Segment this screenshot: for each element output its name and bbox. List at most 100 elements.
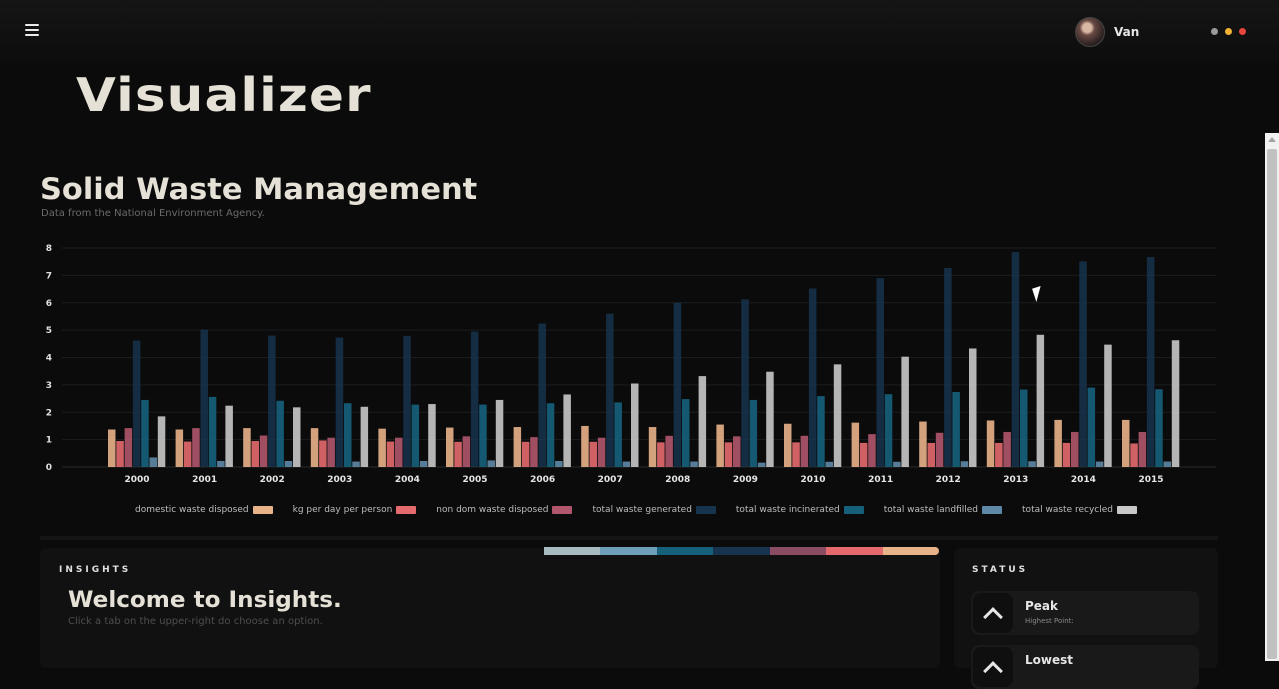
legend-item[interactable]: domestic waste disposed bbox=[135, 505, 273, 515]
bar-domestic-waste-disposed[interactable] bbox=[581, 425, 589, 467]
bar-total-waste-landfilled[interactable] bbox=[149, 457, 158, 467]
vertical-scrollbar[interactable] bbox=[1265, 133, 1279, 661]
bar-non-dom-waste-disposed[interactable] bbox=[733, 436, 741, 467]
bar-domestic-waste-disposed[interactable] bbox=[648, 427, 657, 467]
bar-total-waste-incinerated[interactable] bbox=[749, 399, 758, 467]
window-dot-2[interactable] bbox=[1239, 28, 1246, 35]
bar-domestic-waste-disposed[interactable] bbox=[378, 428, 386, 467]
bar-total-waste-landfilled[interactable] bbox=[487, 460, 496, 467]
bar-domestic-waste-disposed[interactable] bbox=[919, 421, 927, 467]
bar-total-waste-incinerated[interactable] bbox=[479, 404, 487, 467]
bar-total-waste-incinerated[interactable] bbox=[276, 400, 284, 467]
bar-total-waste-incinerated[interactable] bbox=[1020, 389, 1028, 467]
bar-kg-per-day-per-person[interactable] bbox=[657, 442, 665, 467]
bar-total-waste-landfilled[interactable] bbox=[960, 461, 969, 467]
bar-total-waste-incinerated[interactable] bbox=[682, 399, 690, 467]
bar-total-waste-generated[interactable] bbox=[1146, 257, 1155, 467]
bar-kg-per-day-per-person[interactable] bbox=[589, 441, 598, 467]
bar-total-waste-landfilled[interactable] bbox=[555, 460, 563, 467]
bar-total-waste-generated[interactable] bbox=[1011, 252, 1020, 467]
bar-total-waste-recycled[interactable] bbox=[428, 404, 436, 467]
bar-total-waste-generated[interactable] bbox=[606, 313, 614, 467]
bar-total-waste-landfilled[interactable] bbox=[352, 461, 360, 467]
bar-kg-per-day-per-person[interactable] bbox=[927, 442, 936, 467]
bar-total-waste-generated[interactable] bbox=[808, 288, 817, 467]
scrollbar-thumb[interactable] bbox=[1267, 149, 1277, 659]
bar-non-dom-waste-disposed[interactable] bbox=[597, 437, 606, 467]
bar-total-waste-generated[interactable] bbox=[403, 335, 411, 467]
bar-total-waste-generated[interactable] bbox=[1079, 261, 1087, 467]
bar-total-waste-recycled[interactable] bbox=[495, 399, 504, 467]
bar-non-dom-waste-disposed[interactable] bbox=[395, 437, 403, 467]
bar-kg-per-day-per-person[interactable] bbox=[521, 441, 530, 467]
window-dot-1[interactable] bbox=[1225, 28, 1232, 35]
legend-item[interactable]: total waste generated bbox=[592, 505, 716, 515]
bar-total-waste-generated[interactable] bbox=[470, 331, 479, 467]
bar-domestic-waste-disposed[interactable] bbox=[986, 420, 995, 467]
legend-item[interactable]: total waste recycled bbox=[1022, 505, 1137, 515]
bar-total-waste-incinerated[interactable] bbox=[208, 396, 217, 467]
bar-total-waste-recycled[interactable] bbox=[833, 364, 842, 467]
bar-total-waste-generated[interactable] bbox=[673, 302, 682, 467]
bar-domestic-waste-disposed[interactable] bbox=[1054, 419, 1062, 467]
bar-domestic-waste-disposed[interactable] bbox=[784, 423, 792, 467]
legend-item[interactable]: total waste incinerated bbox=[736, 505, 864, 515]
bar-kg-per-day-per-person[interactable] bbox=[1130, 443, 1138, 467]
bar-domestic-waste-disposed[interactable] bbox=[175, 429, 184, 467]
bar-domestic-waste-disposed[interactable] bbox=[716, 424, 724, 467]
bar-kg-per-day-per-person[interactable] bbox=[116, 440, 124, 467]
bar-kg-per-day-per-person[interactable] bbox=[724, 442, 733, 467]
bar-non-dom-waste-disposed[interactable] bbox=[868, 434, 876, 467]
bar-total-waste-generated[interactable] bbox=[335, 337, 344, 467]
bar-total-waste-recycled[interactable] bbox=[969, 348, 977, 467]
bar-domestic-waste-disposed[interactable] bbox=[513, 427, 522, 467]
bar-total-waste-incinerated[interactable] bbox=[1087, 387, 1096, 467]
bar-total-waste-recycled[interactable] bbox=[631, 383, 639, 467]
bar-total-waste-recycled[interactable] bbox=[901, 356, 909, 467]
bar-non-dom-waste-disposed[interactable] bbox=[327, 437, 335, 467]
bar-non-dom-waste-disposed[interactable] bbox=[192, 428, 200, 467]
bar-total-waste-landfilled[interactable] bbox=[1095, 461, 1104, 467]
bar-total-waste-generated[interactable] bbox=[200, 329, 209, 467]
bar-total-waste-landfilled[interactable] bbox=[217, 460, 225, 467]
bar-total-waste-incinerated[interactable] bbox=[344, 403, 352, 467]
bar-non-dom-waste-disposed[interactable] bbox=[124, 428, 133, 467]
bar-total-waste-landfilled[interactable] bbox=[825, 461, 834, 467]
bar-total-waste-recycled[interactable] bbox=[1036, 334, 1045, 467]
bar-total-waste-recycled[interactable] bbox=[360, 406, 369, 467]
bar-total-waste-landfilled[interactable] bbox=[893, 461, 901, 467]
legend-item[interactable]: non dom waste disposed bbox=[436, 505, 573, 515]
hamburger-menu-icon[interactable] bbox=[25, 24, 39, 36]
bar-total-waste-landfilled[interactable] bbox=[757, 462, 766, 467]
bar-kg-per-day-per-person[interactable] bbox=[859, 442, 868, 467]
legend-item[interactable]: kg per day per person bbox=[293, 505, 417, 515]
bar-domestic-waste-disposed[interactable] bbox=[446, 427, 454, 467]
bar-total-waste-incinerated[interactable] bbox=[817, 396, 825, 467]
bar-total-waste-incinerated[interactable] bbox=[614, 402, 622, 467]
bar-total-waste-landfilled[interactable] bbox=[284, 460, 293, 467]
bar-total-waste-incinerated[interactable] bbox=[411, 404, 420, 467]
bar-total-waste-landfilled[interactable] bbox=[1163, 461, 1172, 467]
bar-total-waste-recycled[interactable] bbox=[766, 371, 774, 467]
bar-total-waste-generated[interactable] bbox=[741, 299, 749, 467]
window-dot-0[interactable] bbox=[1211, 28, 1218, 35]
bar-total-waste-landfilled[interactable] bbox=[419, 460, 428, 467]
bar-total-waste-recycled[interactable] bbox=[293, 407, 301, 467]
bar-total-waste-landfilled[interactable] bbox=[690, 461, 698, 467]
bar-non-dom-waste-disposed[interactable] bbox=[665, 435, 673, 467]
bar-total-waste-generated[interactable] bbox=[944, 267, 952, 467]
bar-non-dom-waste-disposed[interactable] bbox=[259, 435, 268, 467]
bar-non-dom-waste-disposed[interactable] bbox=[462, 436, 471, 467]
bar-domestic-waste-disposed[interactable] bbox=[1122, 419, 1130, 467]
bar-total-waste-recycled[interactable] bbox=[563, 394, 571, 467]
scroll-up-icon[interactable] bbox=[1268, 137, 1276, 142]
status-card-peak[interactable]: Peak Highest Point: bbox=[971, 591, 1199, 635]
bar-non-dom-waste-disposed[interactable] bbox=[1003, 431, 1011, 467]
bar-total-waste-recycled[interactable] bbox=[698, 376, 707, 467]
bar-non-dom-waste-disposed[interactable] bbox=[800, 435, 809, 467]
bar-total-waste-recycled[interactable] bbox=[157, 416, 166, 467]
bar-non-dom-waste-disposed[interactable] bbox=[1138, 431, 1147, 467]
user-name[interactable]: Van bbox=[1114, 25, 1140, 39]
bar-total-waste-incinerated[interactable] bbox=[141, 399, 149, 467]
bar-total-waste-recycled[interactable] bbox=[1171, 340, 1180, 467]
